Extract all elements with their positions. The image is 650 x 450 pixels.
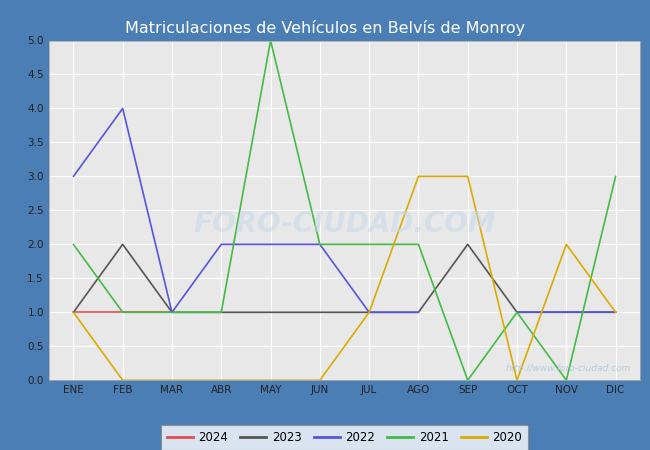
Text: FORO-CIUDAD.COM: FORO-CIUDAD.COM xyxy=(193,210,496,238)
Text: http://www.foro-ciudad.com: http://www.foro-ciudad.com xyxy=(506,364,631,373)
Legend: 2024, 2023, 2022, 2021, 2020: 2024, 2023, 2022, 2021, 2020 xyxy=(161,425,528,450)
Text: Matriculaciones de Vehículos en Belvís de Monroy: Matriculaciones de Vehículos en Belvís d… xyxy=(125,20,525,36)
